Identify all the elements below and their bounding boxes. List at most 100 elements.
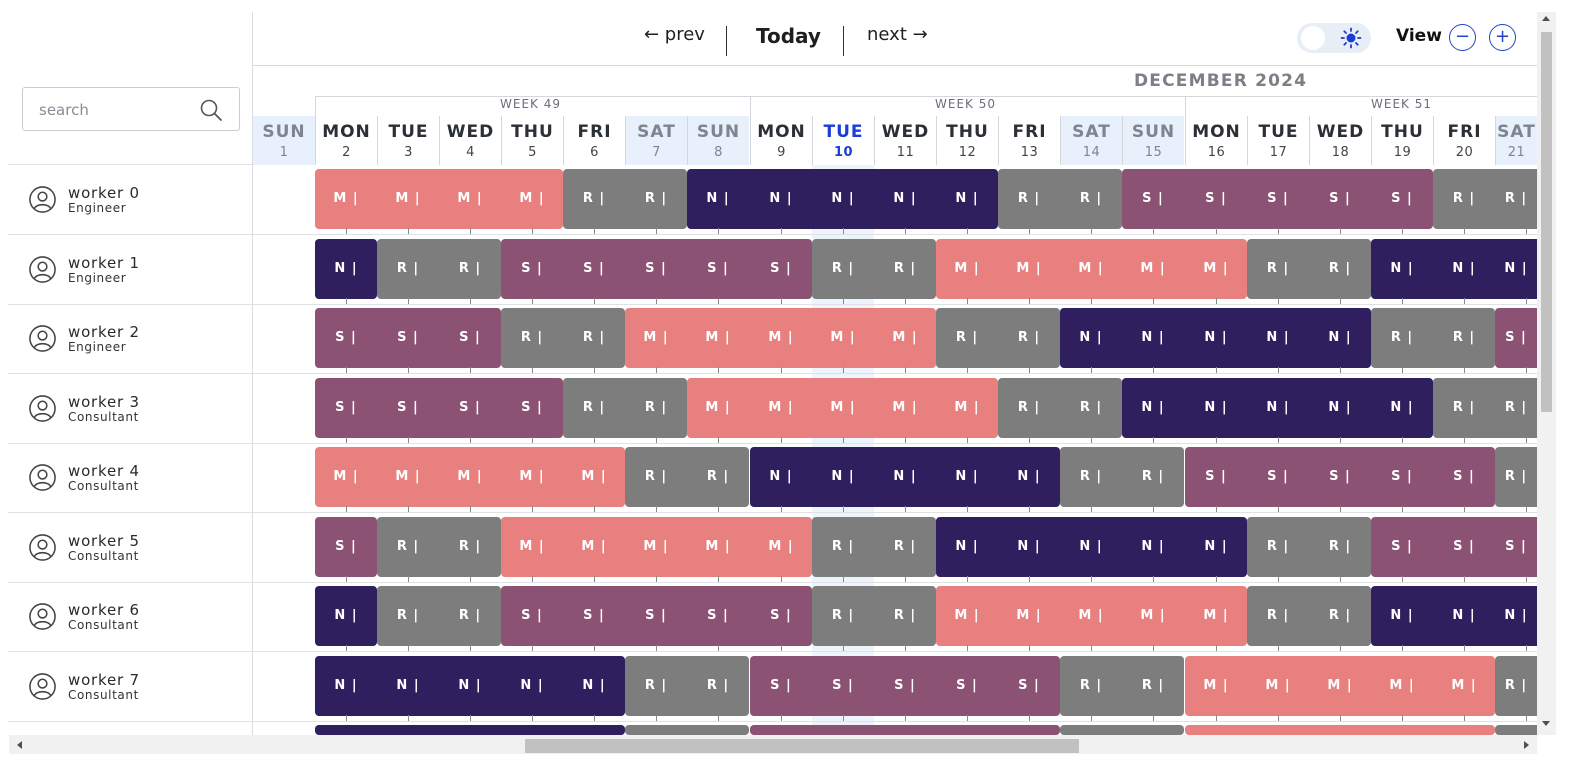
shift-block[interactable]: [501, 308, 625, 368]
shift-cell[interactable]: S |: [583, 608, 605, 623]
shift-cell[interactable]: S |: [1205, 469, 1227, 484]
shift-block[interactable]: [315, 169, 563, 229]
shift-block[interactable]: [812, 238, 936, 299]
shift-block[interactable]: [377, 516, 501, 577]
shift-cell[interactable]: R |: [1452, 399, 1476, 415]
shift-block[interactable]: [315, 655, 625, 716]
shift-cell[interactable]: N |: [769, 469, 793, 484]
shift-cell[interactable]: S |: [1205, 191, 1227, 206]
shift-cell[interactable]: M |: [457, 469, 483, 484]
shift-cell[interactable]: R |: [582, 330, 606, 345]
shift-cell[interactable]: N |: [1266, 399, 1290, 415]
shift-cell[interactable]: R |: [1328, 260, 1352, 276]
shift-cell[interactable]: R |: [893, 260, 917, 276]
shift-block[interactable]: [1495, 655, 1537, 716]
shift-block[interactable]: [1122, 377, 1433, 438]
shift-block[interactable]: [315, 447, 625, 507]
shift-cell[interactable]: N |: [377, 725, 439, 735]
shift-cell[interactable]: R |: [1122, 725, 1184, 735]
shift-block[interactable]: [501, 238, 812, 299]
shift-cell[interactable]: R |: [520, 330, 544, 345]
shift-block[interactable]: [998, 169, 1122, 229]
shift-block[interactable]: [1371, 238, 1537, 299]
shift-cell[interactable]: N |: [706, 191, 730, 206]
scroll-up-arrow-icon[interactable]: [1542, 16, 1550, 21]
shift-cell[interactable]: S |: [335, 399, 357, 415]
shift-cell[interactable]: S |: [397, 330, 419, 345]
shift-block[interactable]: [998, 377, 1122, 438]
shift-cell[interactable]: R |: [1328, 608, 1352, 623]
worker-row[interactable]: worker 2 Engineer: [8, 304, 253, 373]
shift-cell[interactable]: R |: [458, 538, 482, 554]
shift-cell[interactable]: M |: [1078, 260, 1104, 276]
shift-block[interactable]: [750, 725, 1060, 735]
shift-cell[interactable]: S |: [1329, 191, 1351, 206]
shift-cell[interactable]: N |: [582, 677, 606, 693]
shift-cell[interactable]: S |: [1267, 469, 1289, 484]
shift-cell[interactable]: R |: [1079, 399, 1103, 415]
shift-cell[interactable]: N |: [1141, 399, 1165, 415]
shift-cell[interactable]: N |: [1390, 399, 1414, 415]
shift-cell[interactable]: M |: [519, 191, 545, 206]
worker-row[interactable]: worker 7 Consultant: [8, 652, 253, 721]
shift-cell[interactable]: N |: [1390, 608, 1414, 623]
shift-cell[interactable]: N |: [1266, 330, 1290, 345]
shift-cell[interactable]: S |: [1505, 538, 1527, 554]
shift-cell[interactable]: M |: [954, 608, 980, 623]
shift-cell[interactable]: R |: [1266, 538, 1290, 554]
shift-block[interactable]: [1371, 308, 1495, 368]
shift-cell[interactable]: M |: [1309, 725, 1371, 735]
shift-cell[interactable]: N |: [439, 725, 501, 735]
shift-cell[interactable]: S |: [750, 725, 812, 735]
shift-block[interactable]: [687, 169, 998, 229]
shift-cell[interactable]: N |: [831, 191, 855, 206]
shift-block[interactable]: [377, 586, 501, 646]
shift-block[interactable]: [750, 655, 1060, 716]
shift-cell[interactable]: M |: [705, 538, 731, 554]
shift-cell[interactable]: N |: [1390, 260, 1414, 276]
shift-cell[interactable]: R |: [1141, 677, 1165, 693]
shift-cell[interactable]: M |: [581, 538, 607, 554]
shift-block[interactable]: [1495, 725, 1537, 735]
shift-block[interactable]: [625, 447, 749, 507]
shift-cell[interactable]: N |: [315, 725, 377, 735]
shift-cell[interactable]: M |: [768, 399, 794, 415]
shift-cell[interactable]: M |: [892, 330, 918, 345]
shift-cell[interactable]: R |: [644, 469, 668, 484]
shift-cell[interactable]: N |: [1079, 330, 1103, 345]
shift-cell[interactable]: S |: [335, 538, 357, 554]
shift-cell[interactable]: S |: [1391, 191, 1413, 206]
worker-row[interactable]: worker 0 Engineer: [8, 165, 253, 234]
shift-cell[interactable]: S |: [521, 260, 543, 276]
shift-cell[interactable]: N |: [955, 191, 979, 206]
next-button[interactable]: next →: [867, 24, 928, 45]
shift-cell[interactable]: R |: [831, 260, 855, 276]
shift-block[interactable]: [501, 586, 812, 646]
shift-cell[interactable]: R |: [396, 608, 420, 623]
shift-cell[interactable]: M |: [1140, 260, 1166, 276]
shift-cell[interactable]: R |: [955, 330, 979, 345]
shift-cell[interactable]: R |: [1017, 399, 1041, 415]
shift-cell[interactable]: S |: [956, 677, 978, 693]
shift-cell[interactable]: N |: [1079, 538, 1103, 554]
shift-cell[interactable]: N |: [334, 260, 358, 276]
shift-block[interactable]: [1433, 377, 1537, 438]
shift-block[interactable]: [563, 169, 687, 229]
shift-cell[interactable]: M |: [1016, 260, 1042, 276]
shift-block[interactable]: [315, 238, 377, 299]
shift-block[interactable]: [1060, 655, 1184, 716]
shift-cell[interactable]: N |: [563, 725, 625, 735]
vertical-scroll-thumb[interactable]: [1541, 32, 1552, 412]
shift-cell[interactable]: M |: [643, 330, 669, 345]
shift-cell[interactable]: M |: [1327, 677, 1353, 693]
shift-cell[interactable]: M |: [519, 538, 545, 554]
shift-block[interactable]: [315, 308, 501, 368]
shift-cell[interactable]: R |: [1141, 469, 1165, 484]
shift-cell[interactable]: N |: [1141, 330, 1165, 345]
search-icon[interactable]: [199, 98, 223, 122]
shift-cell[interactable]: R |: [644, 191, 668, 206]
shift-cell[interactable]: M |: [1078, 608, 1104, 623]
shift-cell[interactable]: N |: [831, 469, 855, 484]
shift-cell[interactable]: M |: [1433, 725, 1495, 735]
shift-block[interactable]: [1060, 308, 1371, 368]
